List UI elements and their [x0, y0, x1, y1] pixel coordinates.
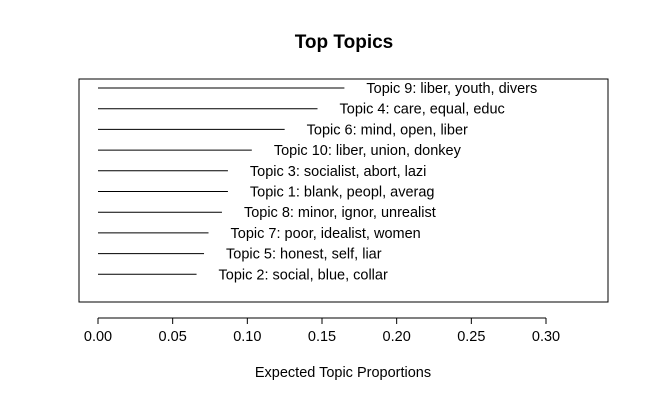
- bar-label: Topic 7: poor, idealist, women: [231, 226, 421, 242]
- chart-title: Top Topics: [295, 32, 394, 53]
- x-tick-label: 0.05: [159, 329, 187, 345]
- bar-label: Topic 5: honest, self, liar: [226, 247, 382, 263]
- bar-label: Topic 8: minor, ignor, unrealist: [244, 205, 436, 221]
- x-tick-label: 0.00: [84, 329, 112, 345]
- bar-label: Topic 10: liber, union, donkey: [274, 143, 462, 159]
- bar-label: Topic 6: mind, open, liber: [307, 122, 468, 138]
- bar-label: Topic 2: social, blue, collar: [219, 267, 388, 283]
- x-tick-label: 0.25: [457, 329, 485, 345]
- x-axis-title: Expected Topic Proportions: [255, 365, 431, 381]
- bars-group: Topic 9: liber, youth, divers Topic 4: ca…: [98, 81, 537, 283]
- plot-frame: [78, 78, 609, 303]
- x-tick-label: 0.10: [233, 329, 261, 345]
- bar-label: Topic 3: socialist, abort, lazi: [250, 164, 426, 180]
- x-tick-label: 0.20: [383, 329, 411, 345]
- bar-label: Topic 9: liber, youth, divers: [366, 81, 537, 97]
- x-tick-label: 0.15: [308, 329, 336, 345]
- x-tick-label: 0.30: [532, 329, 560, 345]
- bar-label: Topic 4: care, equal, educ: [340, 102, 505, 118]
- x-axis: 0.00 0.05 0.10 0.15 0.20 0.25 0.30: [84, 317, 560, 345]
- bar-label: Topic 1: blank, peopl, averag: [250, 185, 435, 201]
